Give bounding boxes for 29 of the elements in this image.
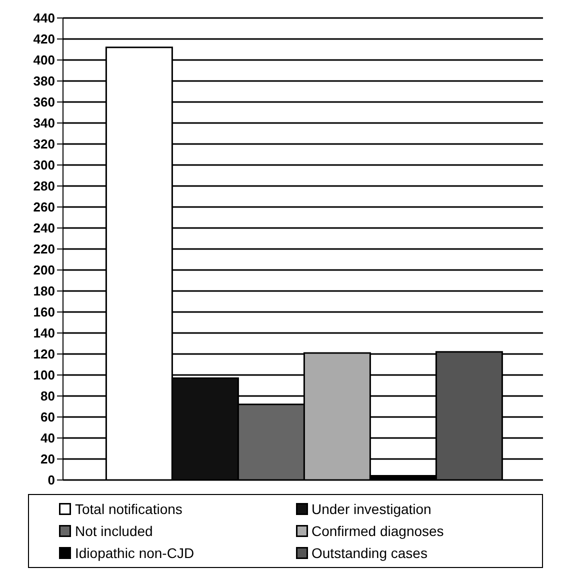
y-tick-label: 140 [33, 326, 55, 341]
y-tick-label: 420 [33, 32, 55, 47]
y-tick-label: 20 [40, 452, 55, 467]
y-tick-label: 120 [33, 346, 55, 362]
legend-label: Under investigation [312, 501, 432, 517]
y-tick-label: 340 [33, 116, 55, 131]
y-tick-label: 220 [33, 242, 55, 257]
legend-label: Idiopathic non-CJD [75, 545, 194, 561]
y-tick-label: 320 [33, 136, 55, 152]
y-tick-label: 180 [33, 284, 55, 299]
y-tick-label: 200 [33, 262, 55, 278]
y-tick-label: 260 [33, 200, 55, 215]
y-tick-label: 380 [33, 74, 55, 89]
y-tick-label: 400 [33, 52, 55, 68]
y-tick-label: 60 [40, 410, 55, 425]
y-tick-label: 440 [33, 10, 55, 26]
y-tick-label: 160 [33, 304, 55, 320]
legend-label: Confirmed diagnoses [312, 523, 444, 539]
y-tick-label: 240 [33, 220, 55, 236]
legend-label: Total notifications [75, 501, 182, 517]
y-tick-label: 100 [33, 368, 55, 383]
y-tick-label: 40 [40, 430, 55, 446]
y-tick-label: 80 [40, 388, 55, 404]
y-tick-label: 280 [33, 178, 55, 194]
legend-label: Not included [75, 523, 153, 539]
y-tick-label: 300 [33, 158, 55, 173]
y-tick-label: 360 [33, 94, 55, 110]
legend-label: Outstanding cases [312, 545, 428, 561]
y-tick-label: 0 [48, 472, 55, 488]
